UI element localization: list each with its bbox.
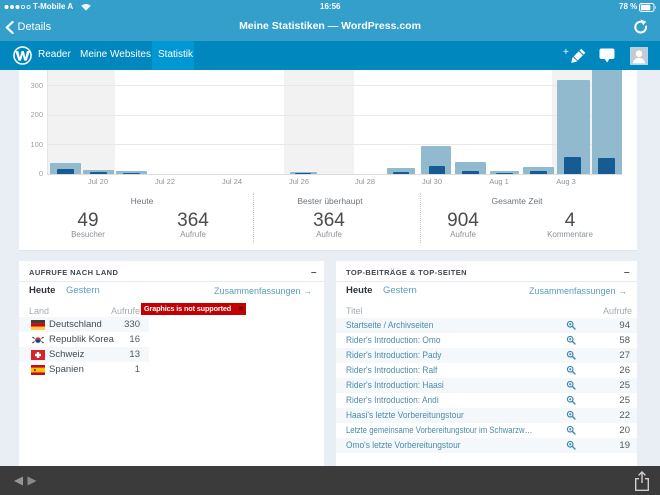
svg-text:+: + <box>563 47 569 58</box>
